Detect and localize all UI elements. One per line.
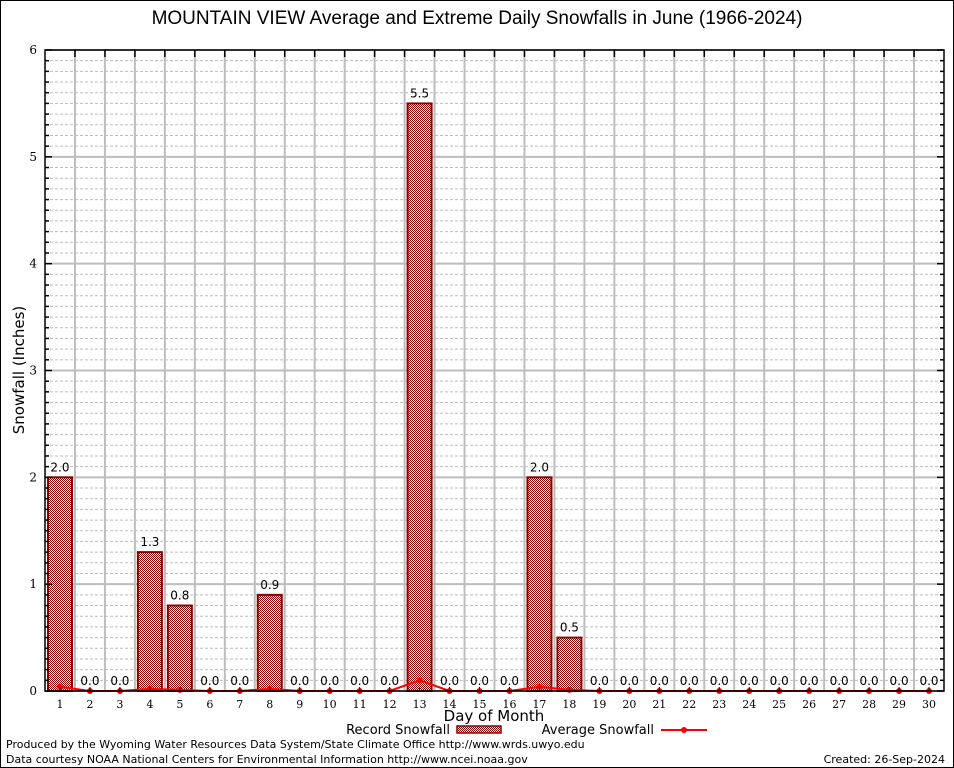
x-tick-label: 16 xyxy=(502,698,516,711)
legend-label-average: Average Snowfall xyxy=(542,723,654,738)
x-tick-label: 22 xyxy=(682,698,696,711)
bar-value-label: 0.0 xyxy=(200,674,219,688)
x-tick-label: 30 xyxy=(922,698,936,711)
x-tick-label: 17 xyxy=(532,698,546,711)
bar-labels: 2.0 0.0 0.0 1.3 0.8 0.0 0.0 0.9 0.0 0.0 0.0 0.0 5.5 0… xyxy=(50,86,938,688)
x-tick-label: 13 xyxy=(413,698,427,711)
grid xyxy=(45,49,944,692)
bar-value-label: 0.0 xyxy=(740,674,759,688)
average-point xyxy=(416,677,423,684)
axes xyxy=(44,49,945,692)
record-bar xyxy=(526,476,553,693)
x-tick-label: 10 xyxy=(323,698,337,711)
legend-swatch-average-marker xyxy=(681,727,687,733)
average-point xyxy=(536,683,543,690)
x-tick-label: 11 xyxy=(353,698,367,711)
x-tick-label: 20 xyxy=(622,698,636,711)
created-date: Created: 26-Sep-2024 xyxy=(823,753,945,766)
bar-value-label: 0.0 xyxy=(320,674,339,688)
bar-value-label: 0.0 xyxy=(710,674,729,688)
y-tick-label: 2 xyxy=(29,470,37,484)
credit-line-2: Data courtesy NOAA National Centers for … xyxy=(6,753,528,766)
bar-value-label: 5.5 xyxy=(410,86,429,100)
bar-value-label: 0.0 xyxy=(380,674,399,688)
record-bar xyxy=(166,604,193,692)
x-tick-label: 12 xyxy=(383,698,397,711)
bar-value-label: 0.0 xyxy=(290,674,309,688)
x-tick-label: 8 xyxy=(266,698,273,711)
x-tick-label: 29 xyxy=(892,698,906,711)
y-tick-label: 1 xyxy=(29,577,37,591)
y-tick-label: 0 xyxy=(29,684,37,698)
y-tick-label: 4 xyxy=(29,257,37,271)
x-tick-label: 18 xyxy=(562,698,576,711)
x-tick-label: 19 xyxy=(592,698,606,711)
legend-label-record: Record Snowfall xyxy=(346,723,450,738)
bar-value-label: 0.5 xyxy=(560,621,579,635)
legend-swatch-record xyxy=(456,725,502,734)
bar-value-label: 0.0 xyxy=(680,674,699,688)
x-tick-label: 1 xyxy=(56,698,63,711)
legend: Record Snowfall Average Snowfall xyxy=(346,723,707,738)
x-tick-label: 15 xyxy=(473,698,487,711)
bar-value-label: 0.0 xyxy=(860,674,879,688)
bar-value-label: 0.9 xyxy=(260,578,279,592)
x-tick-label: 24 xyxy=(742,698,756,711)
x-tick-label: 6 xyxy=(206,698,213,711)
x-tick-label: 4 xyxy=(146,698,153,711)
record-bar xyxy=(256,593,283,692)
bar-value-label: 0.0 xyxy=(890,674,909,688)
bar-value-label: 0.0 xyxy=(110,674,129,688)
bar-value-label: 0.0 xyxy=(650,674,669,688)
chart-title: MOUNTAIN VIEW Average and Extreme Daily … xyxy=(151,8,803,29)
bar-value-label: 0.0 xyxy=(80,674,99,688)
bar-value-label: 0.0 xyxy=(800,674,819,688)
bar-value-label: 2.0 xyxy=(50,460,69,474)
record-bar xyxy=(406,102,433,692)
bar-value-label: 0.0 xyxy=(830,674,849,688)
bar-value-label: 0.0 xyxy=(919,674,938,688)
x-axis-label: Day of Month xyxy=(444,707,545,725)
record-bar xyxy=(136,551,163,692)
bar-value-label: 0.0 xyxy=(470,674,489,688)
x-tick-label: 25 xyxy=(772,698,786,711)
y-tick-label: 3 xyxy=(29,364,37,378)
y-tick-label: 5 xyxy=(29,150,37,164)
record-bar xyxy=(556,636,583,692)
average-point xyxy=(56,683,63,690)
bar-value-label: 2.0 xyxy=(530,460,549,474)
record-bars xyxy=(46,102,583,693)
x-tick-label: 14 xyxy=(443,698,457,711)
credit-line-1: Produced by the Wyoming Water Resources … xyxy=(6,738,585,751)
bar-value-label: 0.0 xyxy=(620,674,639,688)
x-tick-label: 5 xyxy=(176,698,183,711)
x-tick-label: 23 xyxy=(712,698,726,711)
bar-value-label: 0.0 xyxy=(770,674,789,688)
bar-value-label: 1.3 xyxy=(140,535,159,549)
y-tick-label: 6 xyxy=(29,43,37,57)
x-tick-label: 9 xyxy=(296,698,303,711)
y-axis-label: Snowfall (Inches) xyxy=(10,306,28,434)
x-tick-label: 2 xyxy=(86,698,93,711)
bar-value-label: 0.0 xyxy=(230,674,249,688)
bar-value-label: 0.0 xyxy=(590,674,609,688)
bar-value-label: 0.0 xyxy=(350,674,369,688)
x-tick-label: 26 xyxy=(802,698,816,711)
x-tick-label: 27 xyxy=(832,698,846,711)
x-tick-label: 21 xyxy=(652,698,666,711)
bar-value-label: 0.0 xyxy=(440,674,459,688)
x-tick-label: 7 xyxy=(236,698,243,711)
bar-value-label: 0.0 xyxy=(500,674,519,688)
x-tick-label: 28 xyxy=(862,698,876,711)
bar-value-label: 0.8 xyxy=(170,589,189,603)
x-tick-label: 3 xyxy=(116,698,123,711)
